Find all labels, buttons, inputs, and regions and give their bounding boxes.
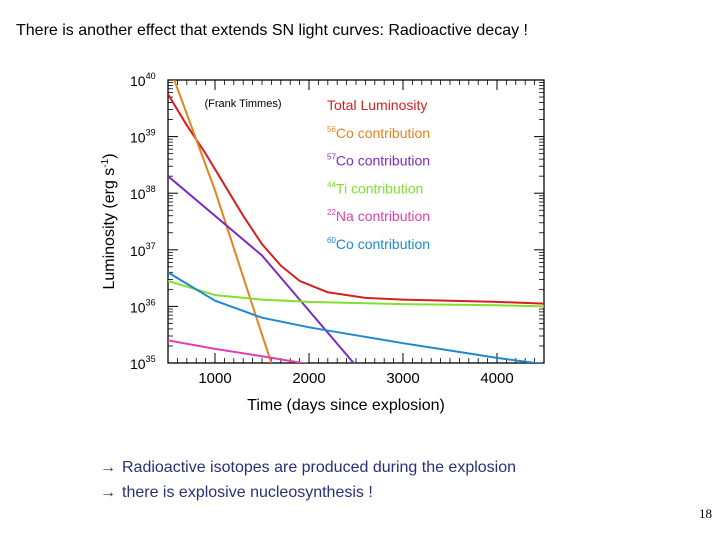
series-line xyxy=(168,271,544,363)
arrow-icon: → xyxy=(100,459,116,476)
x-tick-label: 1000 xyxy=(198,370,231,387)
series-line xyxy=(168,279,544,308)
legend-entry: 60Co contribution xyxy=(327,236,430,252)
x-tick-label: 3000 xyxy=(386,370,419,387)
legend-entry: 22Na contribution xyxy=(327,208,430,224)
legend-entry: 44Ti contribution xyxy=(327,180,423,196)
arrow-icon: → xyxy=(100,484,116,501)
bullet-text: there is explosive nucleosynthesis ! xyxy=(122,484,373,501)
y-tick-label: 1037 xyxy=(130,241,156,259)
series-line xyxy=(168,93,544,305)
y-tick-label: 1036 xyxy=(130,297,156,315)
legend-entry: 57Co contribution xyxy=(327,153,430,169)
series-line xyxy=(168,339,309,363)
bullet-item: → there is explosive nucleosynthesis ! xyxy=(100,480,516,505)
y-tick-label: 1039 xyxy=(130,128,156,146)
page-number: 18 xyxy=(699,506,712,521)
y-tick-label: 1038 xyxy=(130,184,156,202)
bullet-item: → Radioactive isotopes are produced durin… xyxy=(100,455,516,480)
slide-title: There is another effect that extends SN … xyxy=(16,22,528,39)
series-line xyxy=(173,80,273,363)
bullet-text: Radioactive isotopes are produced during… xyxy=(122,459,517,476)
x-axis-title: Time (days since explosion) xyxy=(247,397,445,414)
legend-entry: Total Luminosity xyxy=(327,97,427,113)
y-axis-title: Luminosity (erg s-1) xyxy=(100,153,118,289)
y-tick-label: 1035 xyxy=(130,354,156,372)
chart-attribution: (Frank Timmes) xyxy=(205,98,282,110)
y-tick-label: 1040 xyxy=(130,71,156,89)
x-tick-label: 4000 xyxy=(480,370,513,387)
x-tick-label: 2000 xyxy=(292,370,325,387)
legend-entry: 56Co contribution xyxy=(327,125,430,141)
bullet-list: → Radioactive isotopes are produced durin… xyxy=(100,455,516,505)
plot-frame xyxy=(167,79,545,364)
